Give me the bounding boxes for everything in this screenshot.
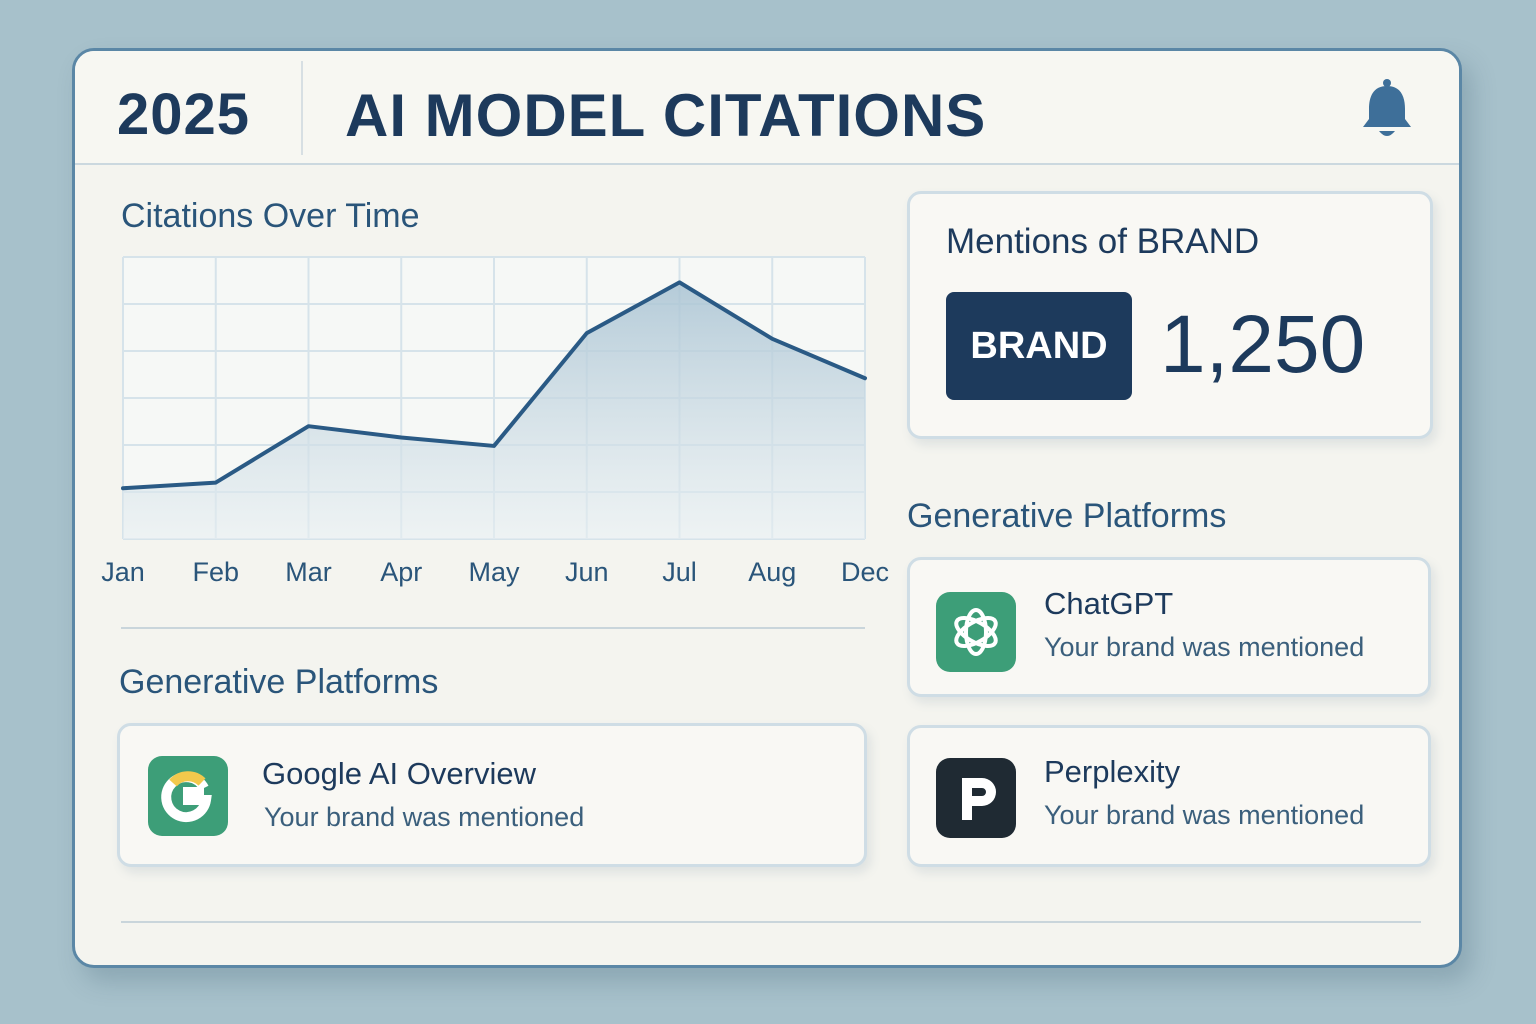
platform-name: Google AI Overview: [262, 756, 536, 791]
mentions-title: Mentions of BRAND: [946, 222, 1260, 261]
header-divider: [301, 61, 303, 155]
platform-card-perplexity[interactable]: Perplexity Your brand was mentioned: [907, 725, 1431, 867]
x-tick-label: Dec: [841, 557, 889, 587]
x-tick-label: Mar: [285, 557, 332, 587]
bell-icon[interactable]: [1359, 77, 1415, 141]
left-platforms-heading: Generative Platforms: [119, 663, 439, 701]
dashboard-window: 2025 AI MODEL CITATIONS Citations Over T…: [72, 48, 1462, 968]
page-title: AI MODEL CITATIONS: [345, 82, 987, 149]
platform-name: Perplexity: [1044, 754, 1181, 789]
platform-name: ChatGPT: [1044, 586, 1174, 621]
platform-status: Your brand was mentioned: [1044, 632, 1365, 662]
x-tick-label: Jul: [662, 557, 697, 587]
year-label: 2025: [117, 82, 251, 147]
chart-svg: Jan Feb Mar Apr May Jun Jul Aug Dec: [101, 256, 889, 587]
mentions-card: Mentions of BRAND BRAND 1,250: [907, 191, 1433, 439]
chart-heading: Citations Over Time: [121, 197, 420, 235]
platform-card-chatgpt[interactable]: ChatGPT Your brand was mentioned: [907, 557, 1431, 697]
google-g-icon: [148, 756, 228, 836]
footer-divider: [121, 921, 1421, 923]
platform-status: Your brand was mentioned: [1044, 800, 1365, 830]
chatgpt-icon: [936, 592, 1016, 672]
platform-card-google[interactable]: Google AI Overview Your brand was mentio…: [117, 723, 867, 867]
citations-chart: Jan Feb Mar Apr May Jun Jul Aug Dec: [101, 251, 889, 591]
x-tick-label: Jan: [101, 557, 145, 587]
x-tick-label: Apr: [380, 557, 422, 587]
x-tick-label: Feb: [192, 557, 239, 587]
platform-status: Your brand was mentioned: [264, 802, 585, 832]
series-area: [123, 282, 865, 539]
x-tick-label: Jun: [565, 557, 609, 587]
header: 2025 AI MODEL CITATIONS: [75, 51, 1459, 165]
section-divider: [121, 627, 865, 629]
x-tick-label: May: [468, 557, 520, 587]
brand-badge: BRAND: [946, 292, 1132, 400]
perplexity-icon: [936, 758, 1016, 838]
right-platforms-heading: Generative Platforms: [907, 497, 1227, 535]
mentions-count: 1,250: [1160, 299, 1366, 390]
x-tick-label: Aug: [748, 557, 796, 587]
